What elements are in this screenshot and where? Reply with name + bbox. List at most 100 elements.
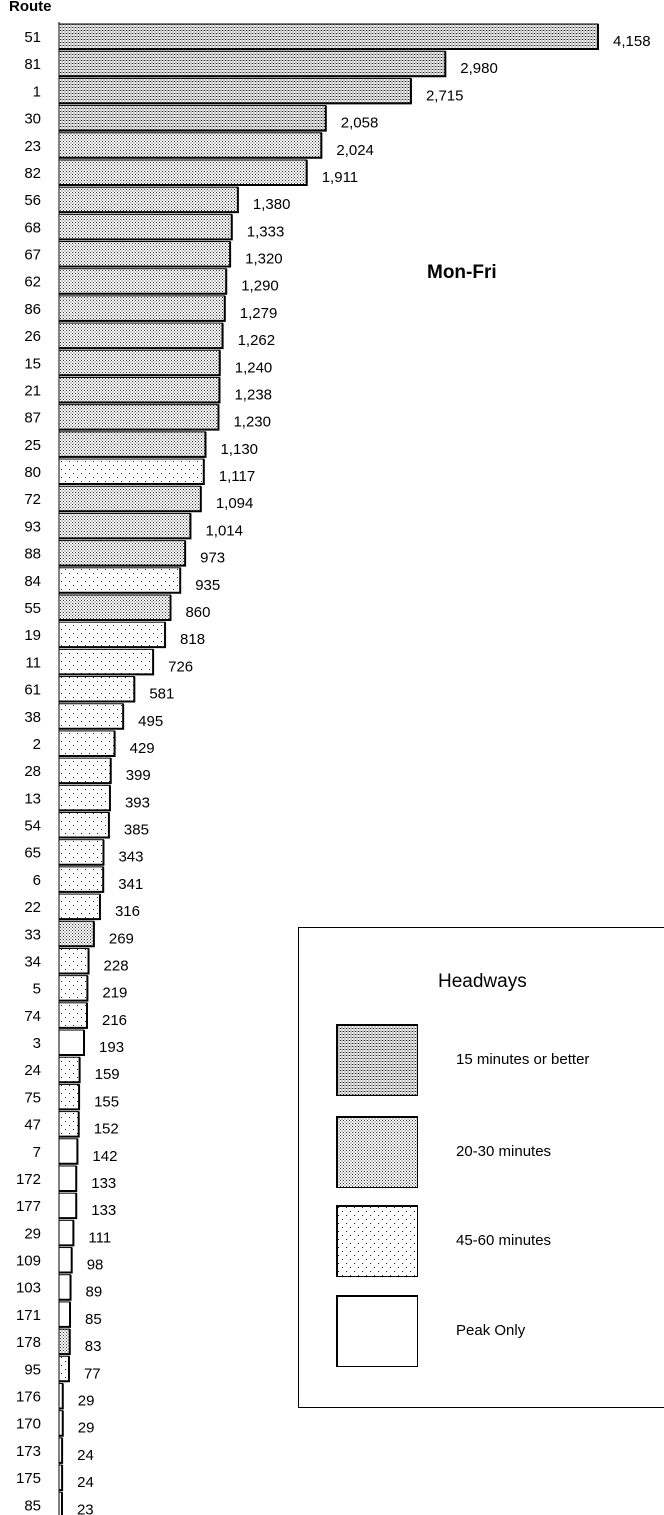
route-tick-label: 56 bbox=[24, 192, 41, 209]
bar-route-47 bbox=[58, 1111, 80, 1138]
bar-edge-route-103 bbox=[59, 1274, 72, 1301]
bar-route-82 bbox=[58, 159, 308, 186]
route-tick-label: 5 bbox=[33, 981, 41, 998]
route-tick-label: 55 bbox=[24, 600, 41, 617]
legend-item-15min: 15 minutes or better bbox=[336, 1024, 664, 1098]
route-tick-label: 3 bbox=[33, 1035, 41, 1052]
bar-edge-route-33 bbox=[59, 921, 95, 948]
value-label: 495 bbox=[138, 713, 163, 730]
bar-edge-route-82 bbox=[59, 159, 308, 186]
bar-edge-route-62 bbox=[59, 268, 228, 295]
bar-edge-route-86 bbox=[59, 295, 226, 322]
bar-edge-route-171 bbox=[59, 1301, 72, 1328]
value-label: 1,290 bbox=[241, 278, 279, 295]
bar-edge-route-177 bbox=[59, 1193, 78, 1220]
bar-route-3 bbox=[58, 1029, 85, 1056]
route-tick-label: 47 bbox=[24, 1117, 41, 1134]
route-tick-label: 15 bbox=[24, 355, 41, 372]
route-tick-label: 61 bbox=[24, 682, 41, 699]
legend-label-15min: 15 minutes or better bbox=[456, 1051, 590, 1068]
value-label: 29 bbox=[78, 1393, 95, 1410]
value-label: 1,014 bbox=[205, 522, 243, 539]
bar-route-55 bbox=[58, 594, 171, 621]
bar-edge-route-176 bbox=[59, 1383, 64, 1410]
bar-edge-route-74 bbox=[59, 1002, 88, 1029]
value-label: 1,094 bbox=[216, 495, 254, 512]
route-tick-label: 177 bbox=[16, 1198, 41, 1215]
bar-route-65 bbox=[58, 839, 104, 866]
bar-edge-route-75 bbox=[59, 1084, 81, 1111]
legend-label-20-30: 20-30 minutes bbox=[456, 1143, 552, 1160]
route-tick-label: 38 bbox=[24, 709, 41, 726]
route-tick-label: 172 bbox=[16, 1171, 41, 1188]
route-tick-label: 34 bbox=[24, 953, 41, 970]
value-label: 399 bbox=[126, 767, 151, 784]
route-tick-label: 170 bbox=[16, 1416, 41, 1433]
route-tick-label: 95 bbox=[24, 1361, 41, 1378]
value-label: 343 bbox=[118, 849, 143, 866]
bar-route-28 bbox=[58, 757, 112, 784]
value-label: 2,715 bbox=[426, 87, 464, 104]
value-label: 193 bbox=[99, 1039, 124, 1056]
bar-route-81 bbox=[58, 50, 446, 77]
bar-edge-route-93 bbox=[59, 513, 192, 540]
bar-edge-route-56 bbox=[59, 187, 239, 214]
route-tick-label: 86 bbox=[24, 301, 41, 318]
route-tick-label: 88 bbox=[24, 546, 41, 563]
value-label: 1,230 bbox=[233, 414, 271, 431]
value-label: 1,911 bbox=[322, 169, 358, 186]
bar-route-23 bbox=[58, 132, 322, 159]
bar-route-11 bbox=[58, 648, 154, 675]
bar-edge-route-1 bbox=[59, 78, 412, 105]
bar-route-30 bbox=[58, 105, 327, 132]
legend-item-20-30: 20-30 minutes bbox=[336, 1116, 664, 1190]
bar-edge-route-81 bbox=[59, 51, 447, 78]
route-tick-label: 25 bbox=[24, 437, 41, 454]
value-label: 1,279 bbox=[240, 305, 278, 322]
bar-route-56 bbox=[58, 186, 239, 213]
value-label: 216 bbox=[102, 1012, 127, 1029]
bar-route-2 bbox=[58, 730, 116, 757]
bar-edge-route-87 bbox=[59, 404, 220, 431]
bar-edge-route-178 bbox=[59, 1329, 71, 1356]
bar-edge-route-15 bbox=[59, 350, 221, 377]
bar-route-86 bbox=[58, 295, 226, 322]
route-tick-label: 175 bbox=[16, 1470, 41, 1487]
route-tick-label: 13 bbox=[24, 790, 41, 807]
bar-edge-route-61 bbox=[59, 676, 136, 703]
value-label: 29 bbox=[78, 1420, 95, 1437]
bar-route-25 bbox=[58, 431, 206, 458]
legend-title: Headways bbox=[438, 971, 527, 992]
value-label: 2,980 bbox=[460, 60, 498, 77]
bar-edge-route-67 bbox=[59, 241, 232, 268]
legend-label-45-60: 45-60 minutes bbox=[456, 1232, 552, 1249]
bar-route-61 bbox=[58, 676, 135, 703]
value-label: 1,262 bbox=[238, 332, 276, 349]
route-tick-label: 51 bbox=[24, 29, 41, 46]
bar-route-24 bbox=[58, 1056, 81, 1083]
route-tick-label: 22 bbox=[24, 899, 41, 916]
route-tick-label: 65 bbox=[24, 845, 41, 862]
route-tick-label: 26 bbox=[24, 328, 41, 345]
bar-route-1 bbox=[58, 77, 412, 104]
route-tick-label: 21 bbox=[24, 382, 41, 399]
bar-edge-route-25 bbox=[59, 431, 207, 458]
route-tick-label: 11 bbox=[25, 654, 41, 671]
bar-edge-route-85 bbox=[60, 1492, 63, 1515]
bar-route-88 bbox=[58, 540, 186, 567]
value-label: 429 bbox=[130, 740, 155, 757]
legend-item-45-60: 45-60 minutes bbox=[336, 1205, 664, 1279]
value-label: 393 bbox=[125, 794, 150, 811]
value-label: 269 bbox=[109, 930, 134, 947]
route-tick-label: 173 bbox=[16, 1443, 41, 1460]
route-tick-label: 87 bbox=[24, 410, 41, 427]
value-label: 98 bbox=[87, 1257, 104, 1274]
route-tick-label: 7 bbox=[33, 1144, 41, 1161]
bar-edge-route-170 bbox=[59, 1410, 64, 1437]
value-label: 341 bbox=[118, 876, 143, 893]
bar-route-13 bbox=[58, 784, 111, 811]
bar-route-177 bbox=[58, 1192, 77, 1219]
bar-edge-route-26 bbox=[59, 323, 224, 350]
value-label: 385 bbox=[124, 822, 149, 839]
value-labels: 4,158 2,980 2,715 2,058 2,024 1,911 1,380 1,333… bbox=[77, 33, 651, 1515]
